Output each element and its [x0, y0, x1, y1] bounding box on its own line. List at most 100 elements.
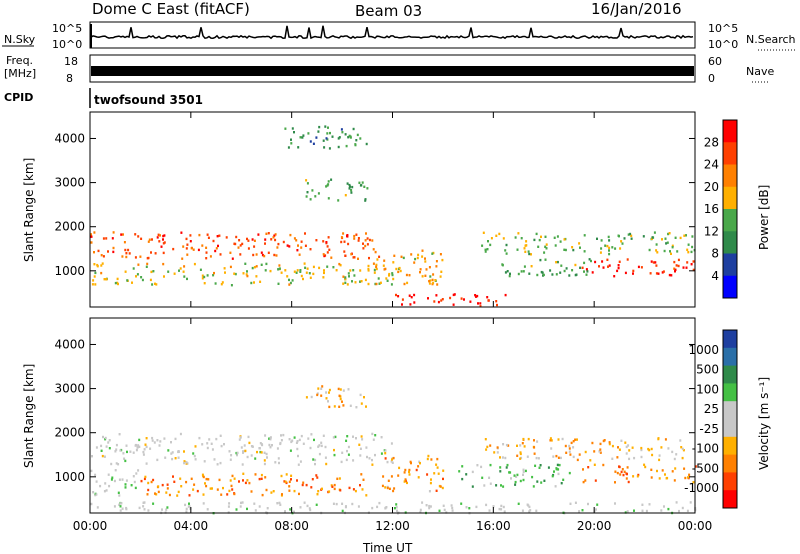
data-cell — [550, 447, 553, 450]
data-cell — [350, 189, 353, 192]
data-cell — [312, 272, 315, 276]
data-cell — [530, 253, 532, 256]
data-cell — [367, 282, 370, 286]
data-cell — [614, 470, 617, 473]
data-cell — [408, 470, 410, 474]
data-cell — [326, 245, 329, 248]
y-tick-label: 4000 — [54, 131, 85, 145]
data-cell — [145, 445, 148, 449]
data-cell — [692, 260, 695, 263]
data-cell — [439, 253, 442, 256]
data-cell — [498, 232, 501, 236]
data-cell — [341, 400, 343, 403]
data-cell — [371, 432, 374, 436]
data-cell — [251, 266, 254, 270]
data-cell — [391, 273, 394, 277]
data-cell — [174, 457, 177, 460]
data-cell — [188, 502, 190, 505]
data-cell — [602, 439, 605, 443]
data-cell — [388, 272, 391, 276]
data-cell — [383, 268, 386, 271]
data-cell — [276, 246, 279, 249]
data-cell — [359, 454, 362, 457]
data-cell — [156, 439, 159, 442]
data-cell — [673, 479, 676, 482]
data-cell — [514, 236, 517, 239]
data-cell — [390, 460, 393, 463]
data-cell — [94, 283, 97, 286]
data-cell — [381, 484, 384, 488]
data-cell — [386, 486, 389, 490]
data-cell — [158, 240, 161, 243]
data-cell — [352, 488, 355, 491]
data-cell — [300, 274, 303, 278]
data-cell — [302, 134, 305, 137]
x-tick-label: 20:00 — [577, 519, 612, 533]
data-cell — [360, 473, 363, 476]
data-cell — [137, 263, 140, 266]
data-cell — [599, 251, 602, 254]
data-cell — [380, 452, 383, 455]
data-cell — [231, 474, 234, 478]
data-cell — [243, 444, 246, 447]
data-cell — [309, 248, 312, 251]
data-cell — [253, 245, 256, 248]
data-cell — [574, 501, 577, 504]
data-cell — [148, 238, 151, 241]
data-cell — [284, 480, 287, 483]
data-cell — [308, 272, 311, 275]
data-cell — [439, 485, 442, 488]
data-cell — [126, 450, 128, 454]
data-cell — [197, 248, 200, 252]
data-cell — [118, 503, 121, 506]
data-cell — [90, 469, 93, 473]
data-cell — [349, 404, 352, 407]
data-cell — [142, 505, 145, 508]
data-cell — [620, 439, 623, 442]
data-cell — [114, 281, 117, 285]
data-cell — [608, 252, 611, 256]
data-cell — [296, 479, 298, 482]
velocity-panel: 1000 2000 3000 4000 00:00 04:00 08:00 12:00 16:… — [22, 317, 771, 554]
data-cell — [413, 301, 416, 304]
data-cell — [628, 457, 631, 461]
data-cell — [367, 269, 370, 272]
nave-label: Nave — [746, 65, 774, 78]
data-cell — [149, 447, 152, 450]
data-cell — [476, 294, 479, 298]
data-cell — [640, 455, 643, 459]
data-cell — [544, 235, 547, 238]
data-cell — [253, 502, 256, 505]
data-cell — [671, 244, 674, 247]
data-cell — [192, 488, 195, 491]
data-cell — [219, 253, 222, 256]
data-cell — [330, 178, 333, 181]
data-cell — [525, 240, 528, 243]
data-cell — [93, 251, 95, 254]
data-cell — [677, 264, 680, 268]
data-cell — [626, 466, 629, 469]
data-cell — [298, 492, 300, 496]
data-cell — [118, 494, 121, 497]
data-cell — [186, 277, 188, 281]
velocity-colorbar: 1000 500 100 25 -25 -100 -500 -1000 — [684, 329, 738, 509]
data-cell — [156, 458, 159, 462]
data-cell — [636, 475, 639, 478]
data-cell — [260, 473, 263, 477]
data-cell — [428, 504, 431, 508]
data-cell — [205, 484, 208, 488]
data-cell — [436, 457, 439, 461]
data-cell — [625, 445, 628, 449]
data-cell — [348, 183, 351, 187]
data-cell — [419, 508, 422, 512]
colorbar-swatch — [723, 164, 737, 188]
data-cell — [417, 465, 420, 468]
data-cell — [365, 405, 367, 408]
data-cell — [333, 448, 335, 452]
data-cell — [141, 278, 144, 282]
data-cell — [280, 474, 283, 478]
data-cell — [213, 271, 215, 275]
data-cell — [417, 253, 420, 257]
data-cell — [632, 475, 635, 478]
data-cell — [554, 244, 557, 247]
